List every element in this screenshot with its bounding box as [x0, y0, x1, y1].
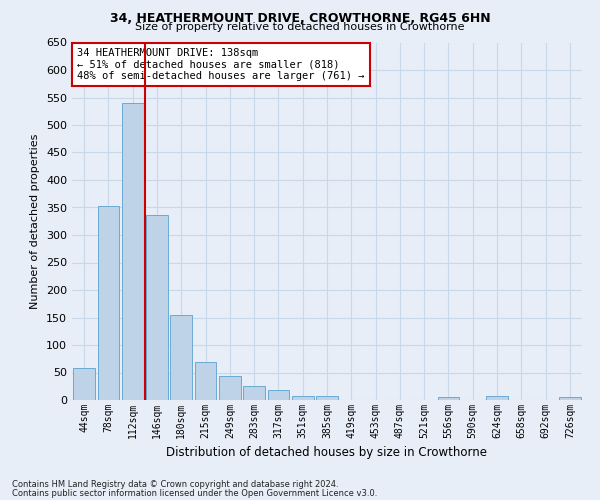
Bar	[97, 206, 119, 400]
Bar	[170, 315, 192, 400]
Bar	[194, 362, 217, 400]
Bar	[122, 103, 143, 400]
Text: Size of property relative to detached houses in Crowthorne: Size of property relative to detached ho…	[135, 22, 465, 32]
Bar	[316, 396, 338, 400]
Bar	[268, 390, 289, 400]
Bar	[486, 396, 508, 400]
X-axis label: Distribution of detached houses by size in Crowthorne: Distribution of detached houses by size …	[167, 446, 487, 460]
Bar	[437, 397, 460, 400]
Bar	[559, 397, 581, 400]
Bar	[73, 368, 95, 400]
Text: 34, HEATHERMOUNT DRIVE, CROWTHORNE, RG45 6HN: 34, HEATHERMOUNT DRIVE, CROWTHORNE, RG45…	[110, 12, 490, 26]
Bar	[243, 386, 265, 400]
Text: Contains HM Land Registry data © Crown copyright and database right 2024.: Contains HM Land Registry data © Crown c…	[12, 480, 338, 489]
Y-axis label: Number of detached properties: Number of detached properties	[31, 134, 40, 309]
Text: Contains public sector information licensed under the Open Government Licence v3: Contains public sector information licen…	[12, 489, 377, 498]
Text: 34 HEATHERMOUNT DRIVE: 138sqm
← 51% of detached houses are smaller (818)
48% of : 34 HEATHERMOUNT DRIVE: 138sqm ← 51% of d…	[77, 48, 365, 81]
Bar	[219, 376, 241, 400]
Bar	[292, 396, 314, 400]
Bar	[146, 214, 168, 400]
